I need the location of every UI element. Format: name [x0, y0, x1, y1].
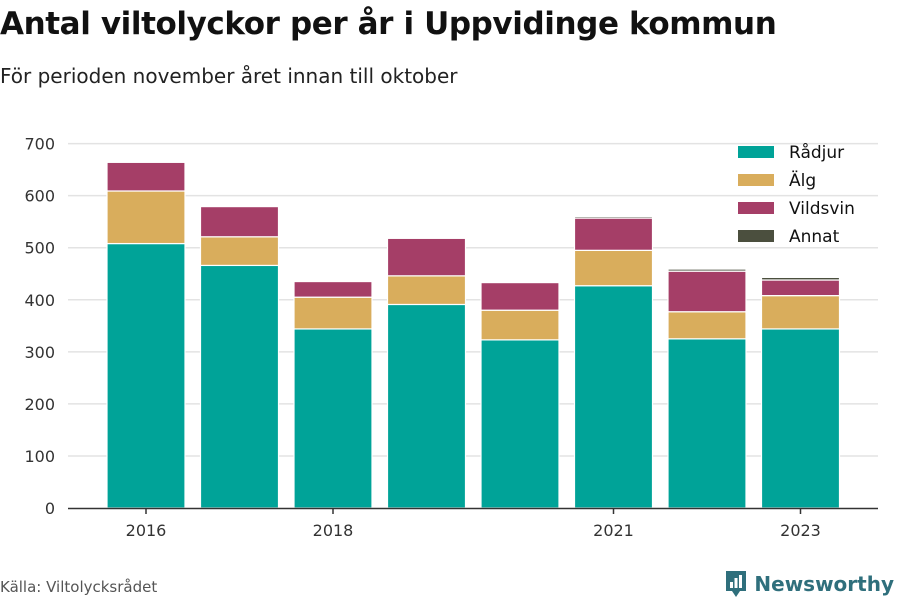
- bar-segment-rådjur: [199, 264, 280, 509]
- bar-segment-vildsvin: [760, 279, 841, 297]
- bar-segment-älg: [293, 296, 373, 330]
- bars: [68, 161, 878, 510]
- x-tick-label: 2018: [313, 521, 354, 540]
- bar-segment-annat: [573, 215, 654, 219]
- legend-label-älg: Älg: [789, 170, 816, 191]
- x-tick-label: 2021: [593, 521, 634, 540]
- x-axis-ticks: 2016 2018 2021 2023: [126, 508, 821, 540]
- newsworthy-logo-icon: [726, 571, 747, 597]
- source-note: Källa: Viltolycksrådet: [0, 578, 158, 596]
- legend-label-vildsvin: Vildsvin: [789, 199, 855, 219]
- bar-segment-vildsvin: [106, 161, 186, 192]
- bar-segment-annat: [667, 268, 747, 272]
- bar-segment-älg: [199, 236, 280, 267]
- y-tick-label: 500: [24, 239, 55, 258]
- bar-segment-rådjur: [106, 242, 186, 509]
- bar-segment-annat: [760, 276, 841, 281]
- legend: Rådjur Älg Vildsvin Annat: [738, 142, 855, 247]
- bar-segment-älg: [106, 190, 186, 245]
- y-tick-label: 0: [45, 499, 55, 518]
- bar-segment-älg: [573, 249, 654, 287]
- bar-segment-vildsvin: [386, 237, 467, 277]
- x-tick-label: 2023: [780, 521, 821, 540]
- brand-name: Newsworthy: [754, 572, 894, 596]
- chart-title: Antal viltolyckor per år i Uppvidinge ko…: [0, 6, 777, 42]
- legend-swatch-vildsvin: [738, 202, 774, 214]
- bar-segment-vildsvin: [667, 270, 747, 313]
- bar-segment-rådjur: [573, 285, 654, 509]
- bar-segment-älg: [386, 275, 467, 306]
- bar-segment-älg: [760, 295, 841, 330]
- x-tick-label: 2016: [126, 521, 167, 540]
- legend-swatch-rådjur: [738, 146, 774, 158]
- bar-segment-rådjur: [293, 328, 373, 509]
- y-tick-label: 200: [24, 395, 55, 414]
- y-tick-label: 300: [24, 343, 55, 362]
- bar-segment-vildsvin: [293, 280, 373, 298]
- bar-segment-älg: [480, 309, 560, 341]
- bar-segment-vildsvin: [199, 206, 280, 238]
- bar-segment-vildsvin: [573, 217, 654, 251]
- chart-subtitle: För perioden november året innan till ok…: [0, 64, 458, 88]
- y-axis-ticks: 0 100 200 300 400 500 600 700: [24, 135, 55, 518]
- bar-segment-rådjur: [386, 303, 467, 509]
- brand-logo: Newsworthy: [724, 569, 894, 599]
- bar-segment-rådjur: [760, 328, 841, 509]
- y-tick-label: 100: [24, 447, 55, 466]
- bar-segment-älg: [667, 311, 747, 340]
- bar-segment-rådjur: [667, 338, 747, 509]
- legend-swatch-älg: [738, 174, 774, 186]
- legend-label-rådjur: Rådjur: [789, 142, 844, 163]
- gridlines: [68, 142, 878, 457]
- bar-segment-vildsvin: [480, 282, 560, 311]
- bar-segment-rådjur: [480, 339, 560, 509]
- y-tick-label: 400: [24, 291, 55, 310]
- y-tick-label: 700: [24, 135, 55, 154]
- y-tick-label: 600: [24, 187, 55, 206]
- legend-swatch-annat: [738, 230, 774, 242]
- legend-label-annat: Annat: [789, 227, 840, 247]
